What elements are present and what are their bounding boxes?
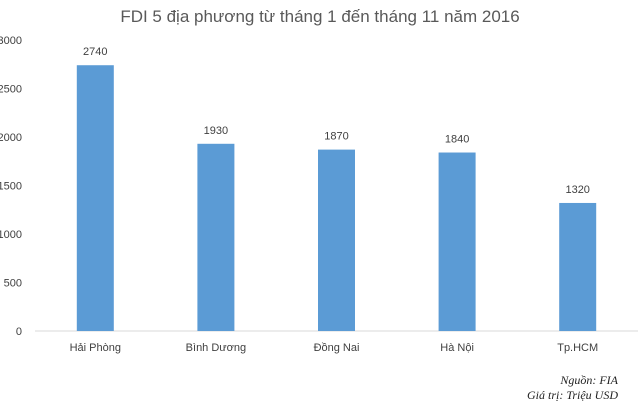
- y-tick-label: 500: [4, 278, 22, 290]
- bar: [559, 202, 597, 331]
- y-tick-label: 0: [16, 326, 22, 338]
- data-label: 1930: [204, 125, 228, 137]
- y-tick-label: 3000: [0, 35, 22, 47]
- y-axis-ticks: 0 500 1000 1500 2000 2500 3000: [0, 35, 22, 338]
- bar: [438, 152, 476, 331]
- y-tick-label: 2000: [0, 132, 22, 144]
- source-note: Nguồn: FIA: [559, 373, 618, 387]
- x-tick-label: Bình Dương: [186, 342, 246, 354]
- category-labels-group: Hải Phòng Bình Dương Đồng Nai Hà Nội Tp.HCM: [70, 342, 599, 354]
- chart-title: FDI 5 địa phương từ tháng 1 đến tháng 11…: [120, 7, 519, 26]
- bar: [76, 65, 114, 331]
- unit-note: Giá trị: Triệu USD: [527, 388, 618, 402]
- data-label: 1840: [445, 134, 469, 146]
- data-labels-group: 2740 1930 1870 1840 1320: [83, 46, 590, 196]
- x-tick-label: Tp.HCM: [557, 342, 598, 354]
- data-label: 1870: [324, 131, 348, 143]
- x-tick-label: Hải Phòng: [70, 342, 121, 354]
- y-tick-label: 1500: [0, 181, 22, 193]
- x-tick-label: Hà Nội: [440, 342, 474, 354]
- y-tick-label: 1000: [0, 229, 22, 241]
- data-label: 1320: [565, 184, 589, 196]
- bar: [318, 149, 355, 331]
- data-label: 2740: [83, 46, 107, 58]
- x-tick-label: Đồng Nai: [314, 342, 360, 354]
- bar: [197, 143, 235, 331]
- bars-group: [76, 65, 597, 331]
- y-tick-label: 2500: [0, 84, 22, 96]
